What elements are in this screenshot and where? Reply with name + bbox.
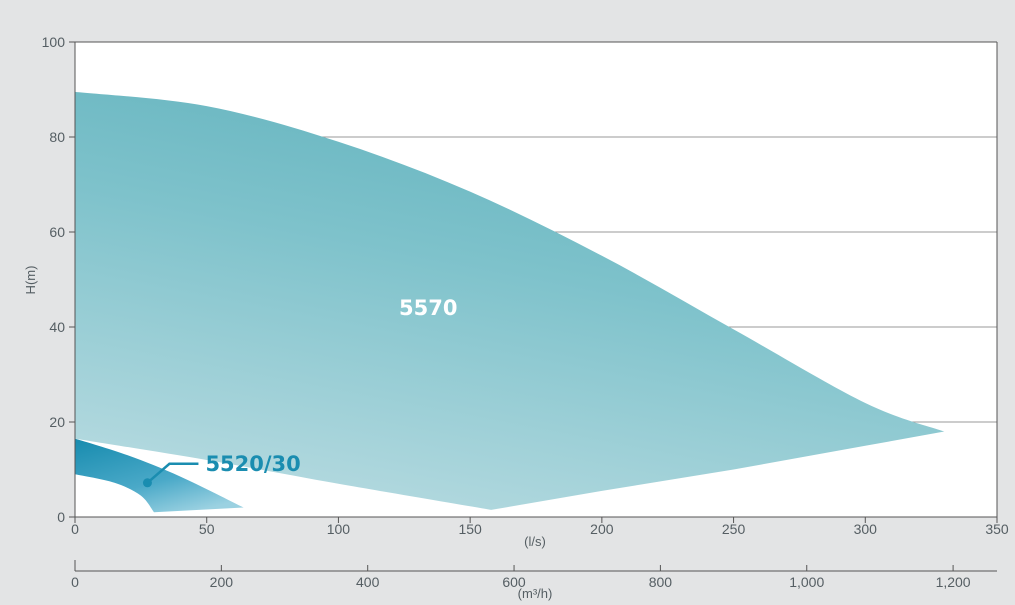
x-tick-label-0: 0: [71, 521, 79, 537]
x-axis-ticks: 0 50 100 150 200 250 300 350: [71, 517, 1009, 537]
secondary-x-tick-label-200: 200: [210, 574, 234, 590]
region-5520-30: [75, 438, 244, 513]
y-tick-label-100: 100: [42, 34, 66, 50]
y-tick-label-20: 20: [49, 414, 65, 430]
secondary-x-tick-label-1200: 1,200: [936, 574, 971, 590]
y-tick-label-40: 40: [49, 319, 65, 335]
region-5570: [75, 91, 945, 510]
x-tick-label-50: 50: [199, 521, 215, 537]
x-tick-label-100: 100: [327, 521, 351, 537]
secondary-x-tick-label-600: 600: [502, 574, 526, 590]
secondary-x-tick-label-800: 800: [649, 574, 673, 590]
x-tick-label-150: 150: [458, 521, 482, 537]
x-tick-label-300: 300: [854, 521, 878, 537]
y-tick-label-80: 80: [49, 129, 65, 145]
x-tick-label-250: 250: [722, 521, 746, 537]
secondary-x-tick-label-1000: 1,000: [789, 574, 824, 590]
region-label-5570: 5570: [399, 296, 457, 320]
secondary-x-tick-label-400: 400: [356, 574, 380, 590]
x-axis-title: (l/s): [524, 534, 546, 549]
secondary-x-axis-ticks: 0 200 400 600 800 1,000 1,200: [71, 560, 971, 590]
y-axis-ticks: 0 20 40 60 80 100: [42, 34, 75, 525]
y-tick-label-60: 60: [49, 224, 65, 240]
region-label-5520-30: 5520/30: [205, 452, 300, 476]
secondary-x-axis-title: (m³/h): [518, 586, 553, 601]
callout-leader-5520-30: [146, 462, 199, 484]
y-tick-label-0: 0: [57, 509, 65, 525]
y-axis-title: H(m): [23, 266, 38, 295]
x-tick-label-200: 200: [590, 521, 614, 537]
x-tick-label-350: 350: [985, 521, 1009, 537]
secondary-x-tick-label-0: 0: [71, 574, 79, 590]
regions: 5570 5520/30: [75, 91, 945, 513]
